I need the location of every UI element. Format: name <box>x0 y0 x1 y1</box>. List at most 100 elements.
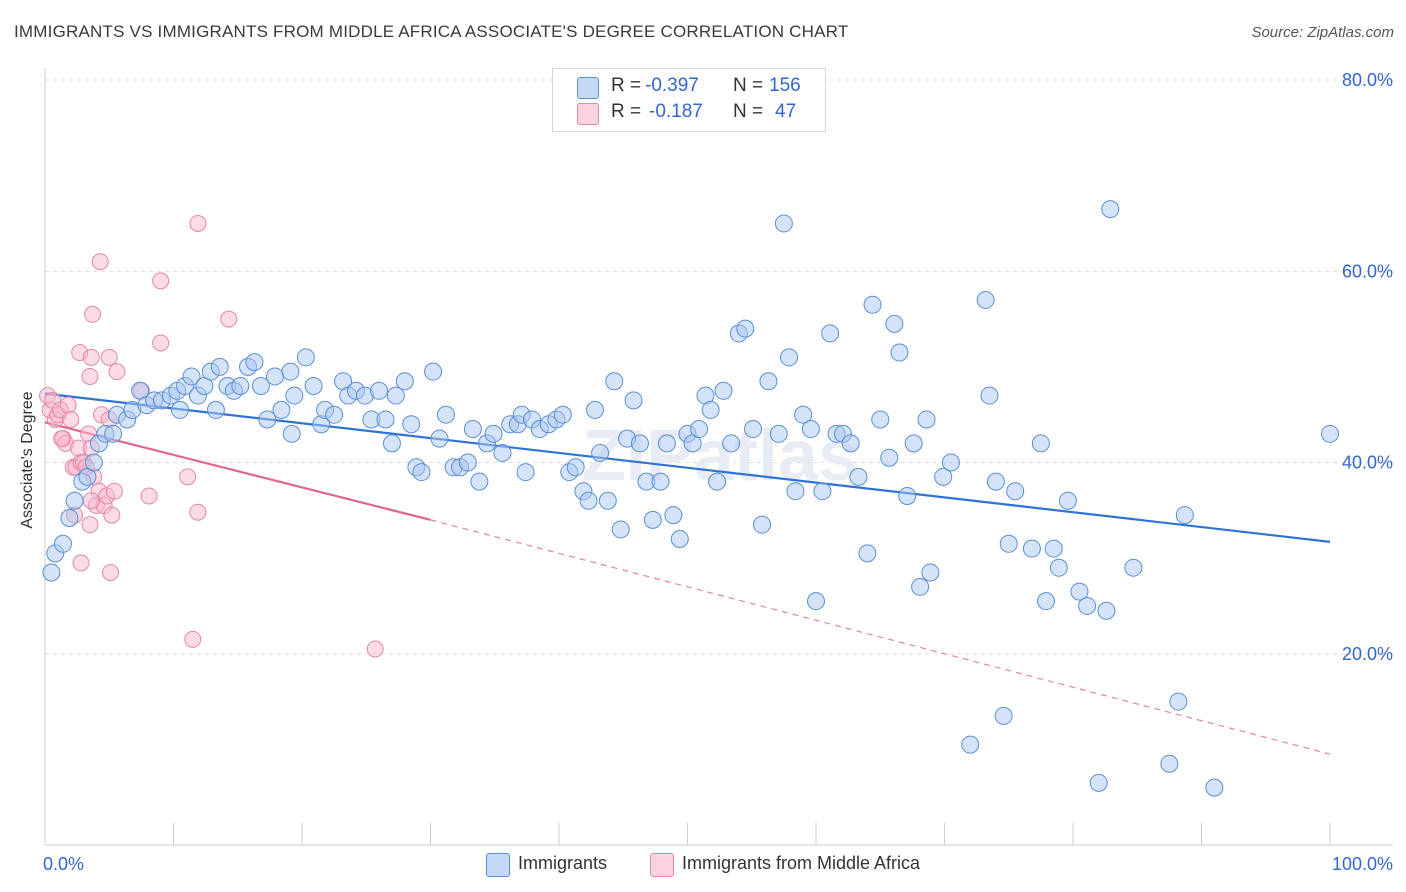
point-middle-africa <box>84 305 102 323</box>
point-immigrants <box>376 410 395 429</box>
point-immigrants <box>807 592 825 611</box>
correlation-legend: R = -0.397 N = 156 R = -0.187 N = 47 <box>552 68 826 132</box>
point-middle-africa <box>103 506 121 524</box>
point-immigrants <box>786 482 805 501</box>
point-immigrants <box>941 453 960 472</box>
point-immigrants <box>282 424 301 443</box>
point-immigrants <box>1022 539 1041 558</box>
point-immigrants <box>1089 773 1108 792</box>
point-immigrants <box>885 314 904 333</box>
point-middle-africa <box>179 468 197 486</box>
point-immigrants <box>484 424 503 443</box>
point-immigrants <box>774 214 793 233</box>
point-immigrants <box>664 506 683 525</box>
legend-r-label: R = <box>611 101 642 122</box>
legend-r-value-middle-africa: -0.187 <box>649 101 703 122</box>
point-immigrants <box>598 491 617 510</box>
point-immigrants <box>436 405 455 424</box>
point-immigrants <box>395 372 414 391</box>
data-points <box>39 200 1339 797</box>
point-middle-africa <box>189 214 207 232</box>
point-middle-africa <box>82 492 100 510</box>
point-middle-africa <box>91 253 109 271</box>
point-immigrants <box>701 400 720 419</box>
point-middle-africa <box>59 396 77 414</box>
legend-swatch-middle-africa <box>577 103 599 125</box>
point-immigrants <box>670 530 689 548</box>
point-immigrants <box>424 362 443 381</box>
point-immigrants <box>1078 596 1097 615</box>
point-immigrants <box>382 434 401 453</box>
point-immigrants <box>911 577 930 596</box>
point-immigrants <box>921 563 940 582</box>
point-immigrants <box>516 463 535 482</box>
point-immigrants <box>281 362 300 381</box>
point-immigrants <box>430 429 449 448</box>
point-immigrants <box>801 420 820 439</box>
point-immigrants <box>272 400 291 419</box>
point-immigrants <box>611 520 630 539</box>
point-immigrants <box>493 443 512 462</box>
legend-n-value-middle-africa: 47 <box>775 101 797 122</box>
grid-lines <box>45 79 1393 655</box>
point-immigrants <box>1160 754 1179 773</box>
point-immigrants <box>210 357 229 376</box>
legend-swatch-immigrants <box>577 77 599 99</box>
point-immigrants <box>579 491 598 510</box>
point-immigrants <box>1031 434 1050 453</box>
point-immigrants <box>402 415 421 434</box>
legend-r-label: R = <box>611 75 642 96</box>
point-immigrants <box>42 563 61 582</box>
point-immigrants <box>1097 601 1116 620</box>
point-immigrants <box>841 434 860 453</box>
point-immigrants <box>821 324 840 343</box>
point-middle-africa <box>81 516 99 534</box>
point-immigrants <box>753 515 772 534</box>
point-middle-africa <box>62 410 80 428</box>
point-middle-africa <box>100 348 118 366</box>
point-immigrants <box>266 367 285 386</box>
point-middle-africa <box>152 334 170 352</box>
point-immigrants <box>1205 778 1224 797</box>
point-immigrants <box>1101 200 1120 219</box>
point-immigrants <box>769 424 788 443</box>
point-immigrants <box>690 420 709 439</box>
point-immigrants <box>182 367 201 386</box>
point-immigrants <box>412 463 431 482</box>
y-axis-label: Associate's Degree <box>19 391 36 529</box>
point-middle-africa <box>184 630 202 648</box>
point-immigrants <box>986 472 1005 491</box>
point-immigrants <box>980 386 999 405</box>
y-tick-label: 80.0% <box>1342 70 1393 90</box>
trendline-middle-africa-dashed <box>430 519 1331 755</box>
point-middle-africa <box>72 554 90 572</box>
point-immigrants <box>643 510 662 529</box>
point-immigrants <box>917 410 936 429</box>
point-immigrants <box>1058 491 1077 510</box>
legend-n-label: N = <box>733 75 764 96</box>
point-middle-africa <box>140 487 158 505</box>
y-tick-label: 20.0% <box>1342 644 1393 664</box>
bottom-legend-swatch-middle-africa <box>650 853 674 877</box>
source-label: Source: ZipAtlas.com <box>1251 24 1394 41</box>
point-immigrants <box>553 405 572 424</box>
legend-r-value-immigrants: -0.397 <box>645 75 699 96</box>
point-middle-africa <box>102 563 120 581</box>
point-immigrants <box>863 295 882 314</box>
point-middle-africa <box>366 640 384 658</box>
point-middle-africa <box>189 503 207 521</box>
point-middle-africa <box>53 430 71 448</box>
point-immigrants <box>1037 592 1056 611</box>
point-immigrants <box>60 508 79 527</box>
point-immigrants <box>325 405 344 424</box>
point-immigrants <box>961 735 980 754</box>
point-immigrants <box>736 319 755 338</box>
point-immigrants <box>1070 582 1089 601</box>
tick-labels: 20.0% 40.0% 60.0% 80.0% 0.0% 100.0% <box>43 70 1393 874</box>
point-immigrants <box>708 472 727 491</box>
point-immigrants <box>245 353 264 372</box>
point-middle-africa <box>82 348 100 366</box>
point-immigrants <box>934 467 953 486</box>
point-immigrants <box>84 453 103 472</box>
point-immigrants <box>104 424 123 443</box>
